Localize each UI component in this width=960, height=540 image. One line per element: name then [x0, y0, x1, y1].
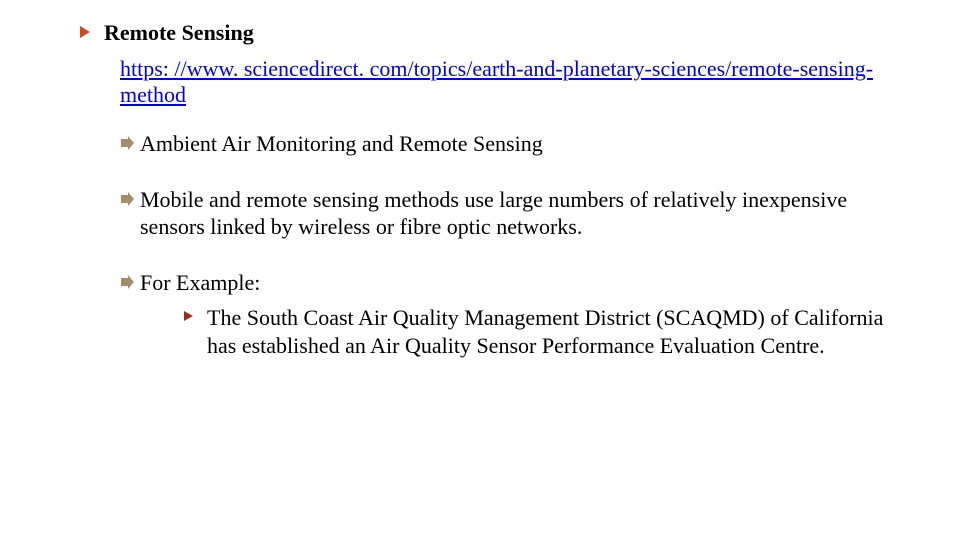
heading-row: Remote Sensing — [80, 20, 900, 46]
triangle-bullet-icon — [184, 311, 193, 321]
list-item: Mobile and remote sensing methods use la… — [120, 186, 900, 241]
slide-container: Remote Sensing https: //www. sciencedire… — [0, 0, 960, 540]
link-block: https: //www. sciencedirect. com/topics/… — [120, 56, 900, 108]
triangle-bullet-icon — [80, 26, 90, 38]
arrow-bullet-icon — [120, 192, 134, 206]
list-item-text: Mobile and remote sensing methods use la… — [140, 186, 900, 241]
list-item-text: For Example: — [140, 269, 260, 297]
level2-list: Ambient Air Monitoring and Remote Sensin… — [120, 130, 900, 359]
list-item: The South Coast Air Quality Management D… — [184, 304, 900, 359]
list-item-text: Ambient Air Monitoring and Remote Sensin… — [140, 130, 543, 158]
list-item-text: The South Coast Air Quality Management D… — [207, 304, 900, 359]
list-item: Ambient Air Monitoring and Remote Sensin… — [120, 130, 900, 158]
reference-link[interactable]: https: //www. sciencedirect. com/topics/… — [120, 56, 873, 107]
arrow-bullet-icon — [120, 136, 134, 150]
level3-list: The South Coast Air Quality Management D… — [184, 304, 900, 359]
arrow-bullet-icon — [120, 275, 134, 289]
slide-heading: Remote Sensing — [104, 20, 254, 46]
list-item: For Example: — [120, 269, 900, 297]
